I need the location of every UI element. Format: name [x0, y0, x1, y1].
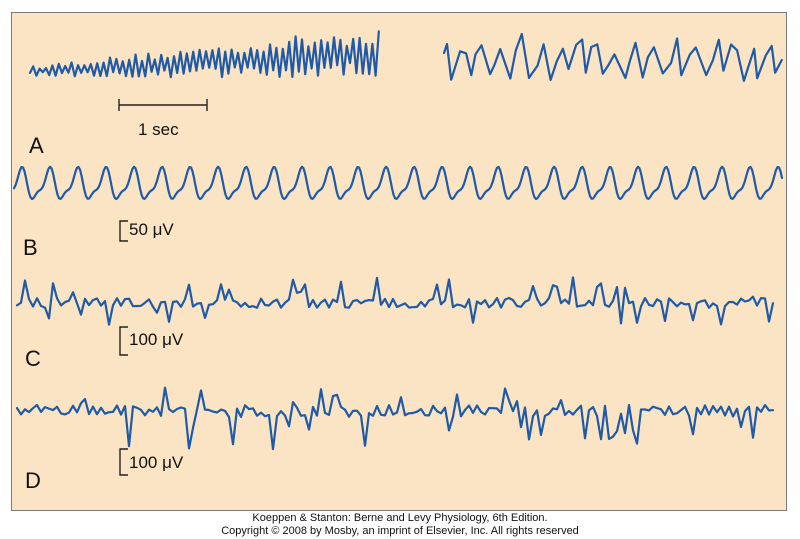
time-scale-bar — [118, 99, 208, 111]
trace-a-segment-1 — [28, 30, 380, 79]
voltage-scale-bar-b — [119, 220, 128, 242]
trace-b — [12, 165, 784, 201]
trace-d — [15, 386, 775, 451]
trace-a-segment-2 — [442, 32, 783, 82]
eeg-figure-panel: 1 sec A 50 μV B 100 μV C 100 μV D — [11, 12, 787, 511]
panel-label-c: C — [25, 346, 41, 371]
credit-line-1: Koeppen & Stanton: Berne and Levy Physio… — [252, 512, 548, 524]
time-scale-label: 1 sec — [138, 120, 179, 139]
voltage-scale-label-b: 50 μV — [129, 220, 174, 239]
eeg-traces — [12, 30, 784, 476]
trace-c — [15, 276, 775, 326]
credit-line-2: Copyright © 2008 by Mosby, an imprint of… — [221, 525, 579, 537]
panel-label-a: A — [29, 133, 44, 158]
voltage-scale-bar-d — [119, 448, 128, 476]
panel-label-d: D — [25, 468, 41, 493]
panel-label-b: B — [23, 235, 38, 260]
voltage-scale-label-c: 100 μV — [129, 330, 184, 349]
voltage-scale-bar-c — [119, 326, 128, 356]
voltage-scale-label-d: 100 μV — [129, 453, 184, 472]
